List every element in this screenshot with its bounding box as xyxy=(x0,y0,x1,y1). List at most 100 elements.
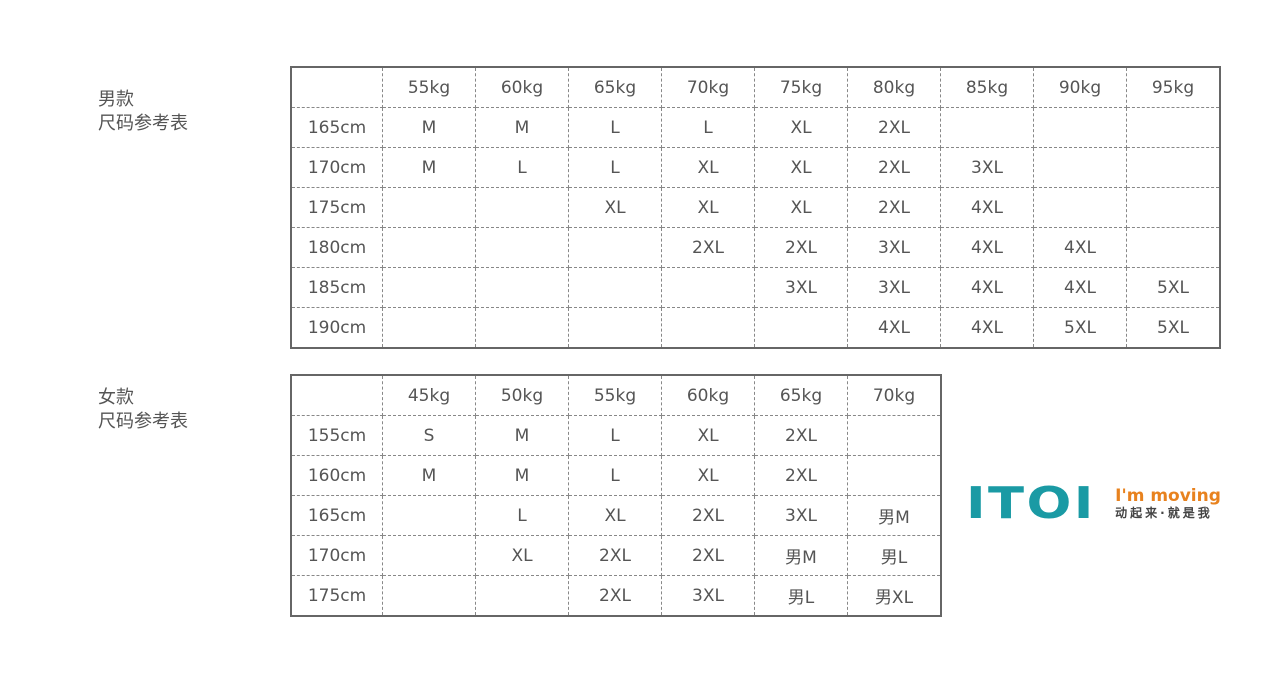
weight-header: 50kg xyxy=(475,374,569,416)
size-cell: L xyxy=(475,495,569,536)
table-row: 170cm XL 2XL 2XL 男M 男L xyxy=(290,535,942,576)
corner-cell xyxy=(290,374,383,416)
size-cell xyxy=(1126,147,1221,188)
size-cell xyxy=(382,495,476,536)
size-cell: L xyxy=(568,147,662,188)
size-cell: 3XL xyxy=(940,147,1034,188)
size-cell: XL xyxy=(754,187,848,228)
table-row: 175cm 2XL 3XL 男L 男XL xyxy=(290,575,942,617)
size-cell: L xyxy=(568,415,662,456)
size-cell: M xyxy=(382,455,476,496)
size-cell: XL xyxy=(754,107,848,148)
table-row: 160cm M M L XL 2XL xyxy=(290,455,942,496)
corner-cell xyxy=(290,66,383,108)
size-cell: 男L xyxy=(754,575,848,617)
size-cell: XL xyxy=(568,495,662,536)
size-cell xyxy=(661,307,755,349)
size-cell: 2XL xyxy=(847,107,941,148)
size-cell: 3XL xyxy=(754,495,848,536)
size-cell xyxy=(475,267,569,308)
weight-header: 70kg xyxy=(661,66,755,108)
weight-header: 70kg xyxy=(847,374,942,416)
size-cell: M xyxy=(382,147,476,188)
men-title-line2: 尺码参考表 xyxy=(98,113,188,134)
size-cell: L xyxy=(661,107,755,148)
weight-header: 65kg xyxy=(754,374,848,416)
weight-header: 85kg xyxy=(940,66,1034,108)
size-cell: 男M xyxy=(847,495,942,536)
size-cell: XL xyxy=(568,187,662,228)
size-cell: L xyxy=(475,147,569,188)
size-cell: 5XL xyxy=(1126,267,1221,308)
weight-header: 80kg xyxy=(847,66,941,108)
height-header: 155cm xyxy=(290,415,383,456)
height-header: 160cm xyxy=(290,455,383,496)
size-cell: 男XL xyxy=(847,575,942,617)
size-cell xyxy=(661,267,755,308)
size-cell: M xyxy=(475,107,569,148)
size-cell xyxy=(1126,107,1221,148)
size-cell xyxy=(1126,227,1221,268)
size-cell: 4XL xyxy=(1033,267,1127,308)
height-header: 175cm xyxy=(290,187,383,228)
size-cell: L xyxy=(568,455,662,496)
table-row: 180cm 2XL 2XL 3XL 4XL 4XL xyxy=(290,227,1221,268)
table-row: 190cm 4XL 4XL 5XL 5XL xyxy=(290,307,1221,349)
table-row: 155cm S M L XL 2XL xyxy=(290,415,942,456)
size-cell: 2XL xyxy=(847,147,941,188)
slogan-en: I'm moving xyxy=(1115,486,1221,506)
size-cell xyxy=(475,307,569,349)
size-cell xyxy=(382,535,476,576)
height-header: 180cm xyxy=(290,227,383,268)
height-header: 165cm xyxy=(290,495,383,536)
size-cell: 2XL xyxy=(847,187,941,228)
size-cell: 4XL xyxy=(1033,227,1127,268)
women-title-line2: 尺码参考表 xyxy=(98,411,188,432)
weight-header: 45kg xyxy=(382,374,476,416)
height-header: 165cm xyxy=(290,107,383,148)
size-cell: M xyxy=(382,107,476,148)
size-cell: 4XL xyxy=(940,267,1034,308)
size-cell: 3XL xyxy=(661,575,755,617)
size-cell: M xyxy=(475,415,569,456)
size-cell: 2XL xyxy=(754,455,848,496)
size-cell: 男M xyxy=(754,535,848,576)
size-cell xyxy=(568,307,662,349)
size-cell: XL xyxy=(754,147,848,188)
size-cell xyxy=(382,187,476,228)
size-cell xyxy=(1033,147,1127,188)
women-size-chart-title: 女款 尺码参考表 xyxy=(98,386,188,434)
size-cell: 4XL xyxy=(940,307,1034,349)
size-cell xyxy=(475,575,569,617)
size-cell: 5XL xyxy=(1126,307,1221,349)
size-cell: 3XL xyxy=(754,267,848,308)
size-cell: 2XL xyxy=(754,415,848,456)
men-size-table: 55kg 60kg 65kg 70kg 75kg 80kg 85kg 90kg 95kg 165c… xyxy=(290,66,1221,349)
size-cell xyxy=(382,575,476,617)
size-cell xyxy=(382,307,476,349)
size-cell: 4XL xyxy=(940,227,1034,268)
size-cell: 2XL xyxy=(661,227,755,268)
height-header: 185cm xyxy=(290,267,383,308)
size-cell xyxy=(475,187,569,228)
size-cell: 2XL xyxy=(661,495,755,536)
size-cell xyxy=(847,415,942,456)
size-cell xyxy=(382,267,476,308)
size-cell: L xyxy=(568,107,662,148)
size-cell: M xyxy=(475,455,569,496)
height-header: 170cm xyxy=(290,147,383,188)
table-row: 175cm XL XL XL 2XL 4XL xyxy=(290,187,1221,228)
size-cell: 2XL xyxy=(568,575,662,617)
weight-header: 75kg xyxy=(754,66,848,108)
size-cell xyxy=(1126,187,1221,228)
table-row: 165cm M M L L XL 2XL xyxy=(290,107,1221,148)
size-cell: XL xyxy=(661,455,755,496)
size-cell xyxy=(382,227,476,268)
logo-mark: ITOI xyxy=(966,478,1096,529)
size-cell: S xyxy=(382,415,476,456)
size-cell xyxy=(940,107,1034,148)
size-cell: 5XL xyxy=(1033,307,1127,349)
size-cell: 3XL xyxy=(847,267,941,308)
weight-header: 90kg xyxy=(1033,66,1127,108)
size-cell: 2XL xyxy=(568,535,662,576)
